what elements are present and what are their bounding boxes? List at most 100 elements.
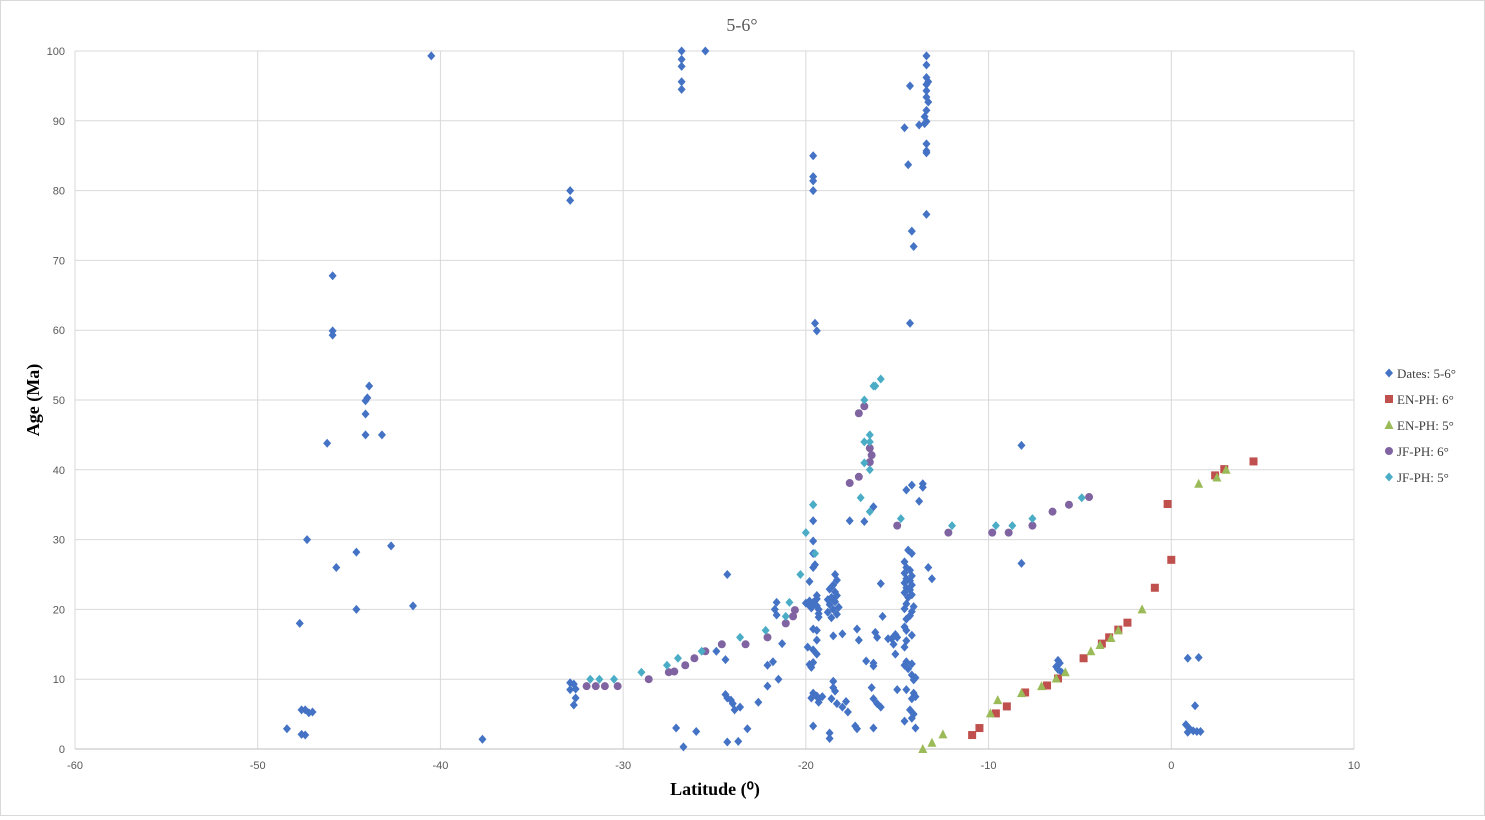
data-point: [812, 625, 821, 635]
data-point: [427, 51, 436, 61]
data-point: [637, 667, 646, 677]
data-point: [854, 472, 863, 481]
data-point: [677, 54, 686, 64]
data-point: [906, 318, 915, 328]
data-point: [900, 716, 909, 726]
data-point: [763, 681, 772, 691]
data-point: [768, 657, 777, 667]
data-point: [600, 682, 609, 691]
data-point: [1051, 673, 1061, 683]
data-point: [662, 660, 671, 670]
data-point: [845, 479, 854, 488]
y-tick-label: 30: [53, 535, 65, 547]
data-point: [922, 80, 931, 90]
data-point: [827, 613, 836, 623]
data-point: [774, 674, 783, 684]
data-point: [860, 516, 869, 526]
data-point: [922, 139, 931, 149]
y-tick-label: 80: [53, 186, 65, 198]
x-tick-label: 10: [1348, 760, 1360, 772]
data-point: [781, 619, 790, 628]
y-tick-label: 70: [53, 255, 65, 267]
data-point: [772, 610, 781, 620]
data-point: [911, 723, 920, 733]
data-point: [985, 708, 995, 718]
data-point: [900, 642, 909, 652]
data-point: [1095, 639, 1105, 649]
data-point: [282, 724, 291, 734]
data-point: [922, 60, 931, 70]
y-tick-label: 10: [53, 674, 65, 686]
data-point: [721, 655, 730, 665]
data-point: [862, 656, 871, 666]
data-point: [807, 693, 816, 703]
data-point: [810, 318, 819, 328]
data-point: [664, 668, 673, 677]
data-point: [1028, 521, 1037, 530]
data-point: [807, 603, 816, 613]
data-point: [1191, 701, 1200, 711]
data-point: [743, 724, 752, 734]
x-tick-label: 0: [1168, 760, 1174, 772]
data-point: [1085, 493, 1094, 502]
data-point: [1028, 514, 1037, 524]
data-point: [1097, 639, 1106, 648]
data-point: [582, 682, 591, 691]
data-point: [842, 697, 851, 707]
data-point: [915, 496, 924, 506]
data-point: [763, 633, 772, 642]
data-point: [697, 646, 706, 656]
data-point: [865, 437, 874, 447]
data-point: [922, 51, 931, 61]
data-point: [352, 604, 361, 614]
data-point: [876, 579, 885, 589]
data-point: [796, 570, 805, 579]
x-tick-label: -20: [798, 760, 814, 772]
data-point: [891, 649, 900, 659]
data-point: [1137, 604, 1147, 614]
data-point: [809, 536, 818, 546]
data-point: [1086, 646, 1096, 656]
data-point: [301, 730, 310, 740]
data-point: [1017, 440, 1026, 450]
data-point: [736, 702, 745, 712]
data-point: [948, 521, 957, 531]
legend-marker: [1385, 368, 1393, 378]
data-point: [809, 516, 818, 526]
data-point: [809, 186, 818, 196]
data-point: [809, 151, 818, 161]
data-point: [856, 493, 865, 503]
data-point: [785, 597, 794, 607]
data-point: [809, 563, 818, 573]
legend-marker: [1384, 420, 1394, 429]
data-point: [907, 226, 916, 236]
data-point: [295, 618, 304, 628]
data-point: [907, 630, 916, 640]
data-point: [843, 707, 852, 717]
data-point: [1016, 688, 1026, 698]
data-point: [902, 614, 911, 624]
data-point: [902, 685, 911, 695]
data-point: [865, 444, 874, 453]
data-point: [717, 640, 726, 649]
data-point: [781, 611, 790, 621]
data-point: [920, 119, 929, 129]
data-point: [1060, 667, 1070, 677]
data-point: [907, 694, 916, 704]
data-point: [692, 727, 701, 737]
data-point: [831, 686, 840, 696]
data-point: [1163, 500, 1172, 509]
data-point: [1194, 478, 1204, 488]
data-point: [712, 646, 721, 656]
data-point: [809, 500, 818, 510]
data-point: [865, 430, 874, 440]
data-point: [807, 662, 816, 672]
data-point: [303, 535, 312, 545]
data-point: [352, 547, 361, 557]
data-point: [672, 723, 681, 733]
data-point: [1002, 702, 1011, 711]
data-point: [991, 521, 1000, 531]
data-point: [944, 528, 953, 537]
y-tick-label: 50: [53, 395, 65, 407]
data-point: [1194, 653, 1203, 663]
